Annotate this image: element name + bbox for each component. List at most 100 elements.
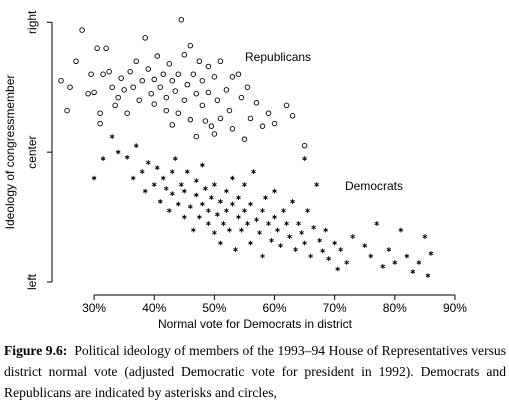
point xyxy=(338,247,344,252)
point xyxy=(242,208,247,213)
point xyxy=(185,169,190,175)
point xyxy=(194,178,199,184)
point xyxy=(317,238,322,243)
point xyxy=(296,221,301,226)
point xyxy=(121,87,127,93)
point xyxy=(314,182,319,188)
point xyxy=(278,243,283,249)
point xyxy=(260,208,265,213)
point xyxy=(202,118,209,124)
point xyxy=(380,264,386,269)
point xyxy=(193,90,200,97)
point xyxy=(326,256,331,262)
point xyxy=(169,191,175,197)
point xyxy=(350,234,356,239)
point xyxy=(302,240,307,246)
point xyxy=(163,107,170,114)
point xyxy=(124,154,130,160)
point xyxy=(229,126,236,132)
y-tick-label: right xyxy=(25,10,39,34)
point xyxy=(169,122,176,128)
point xyxy=(88,71,94,77)
point xyxy=(284,221,289,226)
point xyxy=(118,75,124,81)
point xyxy=(227,227,232,233)
point xyxy=(221,221,226,226)
y-axis-label: Ideology of congressmember xyxy=(3,75,17,230)
point xyxy=(206,221,211,226)
point xyxy=(269,238,274,243)
point xyxy=(263,195,268,201)
point xyxy=(218,199,223,204)
point xyxy=(64,107,70,114)
point xyxy=(214,97,221,103)
point xyxy=(200,201,205,207)
point xyxy=(289,113,296,119)
point xyxy=(311,225,316,230)
point xyxy=(241,136,248,142)
point xyxy=(208,123,215,129)
point xyxy=(160,71,167,77)
point xyxy=(305,208,310,213)
point xyxy=(248,201,253,207)
series-label: Democrats xyxy=(345,179,403,193)
point xyxy=(245,221,250,226)
point xyxy=(217,58,224,64)
point xyxy=(251,169,256,175)
point xyxy=(139,77,145,84)
point xyxy=(200,162,205,168)
point xyxy=(224,188,229,194)
point xyxy=(142,35,148,41)
point xyxy=(130,84,136,90)
x-tick-label: 70% xyxy=(323,301,347,315)
point xyxy=(188,204,193,210)
point xyxy=(166,61,173,67)
x-axis-label: Normal vote for Democrats in district xyxy=(158,317,353,331)
point xyxy=(281,208,286,213)
point xyxy=(199,102,206,109)
point xyxy=(425,273,431,278)
point xyxy=(218,240,223,246)
point xyxy=(392,260,398,265)
x-tick-label: 30% xyxy=(82,301,106,315)
point xyxy=(239,227,244,233)
point xyxy=(209,195,214,201)
point xyxy=(229,74,236,80)
x-tick-label: 80% xyxy=(383,301,407,315)
point xyxy=(293,247,298,252)
point xyxy=(199,77,206,84)
point xyxy=(175,71,182,77)
point xyxy=(157,84,164,90)
point xyxy=(175,201,181,207)
point xyxy=(248,240,253,246)
point xyxy=(223,87,230,93)
point xyxy=(212,182,217,188)
point xyxy=(233,247,238,252)
point xyxy=(154,165,160,171)
point xyxy=(85,90,91,97)
point xyxy=(193,133,200,140)
point xyxy=(67,84,73,90)
point xyxy=(257,230,262,236)
point xyxy=(194,192,199,198)
point xyxy=(266,221,271,226)
point xyxy=(416,260,422,265)
point xyxy=(230,201,235,207)
point xyxy=(172,88,179,94)
point xyxy=(259,123,266,129)
point xyxy=(302,156,307,162)
point xyxy=(187,42,194,49)
point xyxy=(139,169,145,175)
point xyxy=(244,84,251,90)
point xyxy=(169,77,176,84)
point xyxy=(235,71,242,77)
point xyxy=(181,52,188,58)
caption: Figure 9.6: Political ideology of member… xyxy=(4,340,506,403)
x-tick-label: 60% xyxy=(263,301,287,315)
point xyxy=(410,269,416,275)
point xyxy=(133,58,139,64)
point xyxy=(178,16,185,23)
point xyxy=(205,89,212,96)
point xyxy=(112,102,118,109)
point xyxy=(224,208,229,213)
